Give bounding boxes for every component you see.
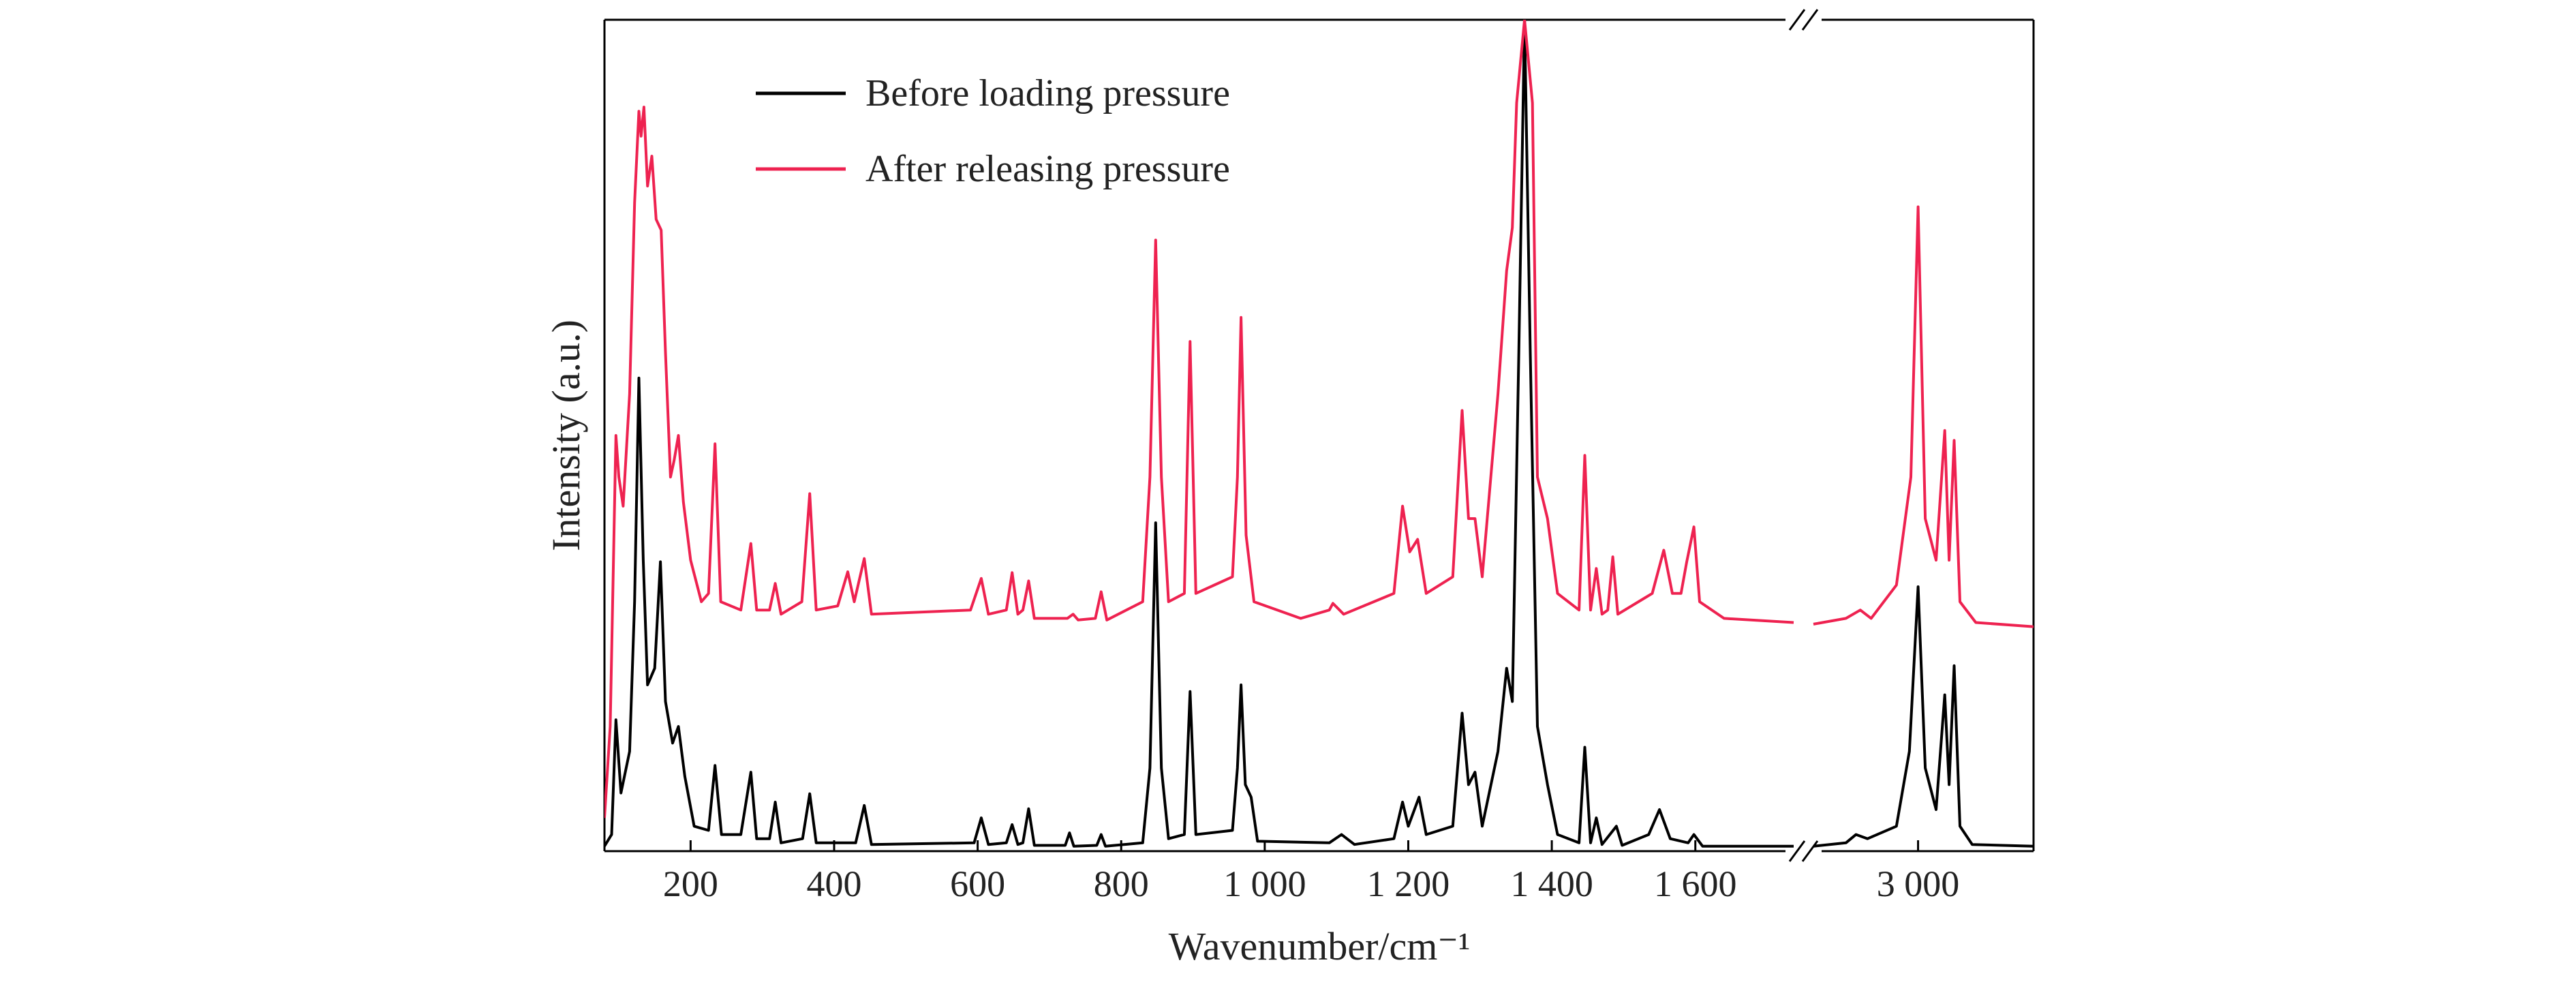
x-tick-label: 1 400 <box>1510 863 1593 904</box>
y-axis-title: Intensity (a.u.) <box>544 320 588 551</box>
legend-label: Before loading pressure <box>865 72 1230 114</box>
x-tick-label: 200 <box>663 863 718 904</box>
series-line <box>604 20 2034 818</box>
legend-label: After releasing pressure <box>865 148 1230 190</box>
x-tick-label: 400 <box>806 863 861 904</box>
x-tick-label: 1 000 <box>1223 863 1306 904</box>
series-line <box>604 20 2034 848</box>
x-tick-label: 1 200 <box>1367 863 1450 904</box>
frame <box>603 9 2035 862</box>
x-tick-label: 600 <box>950 863 1005 904</box>
axis-break <box>1788 840 1806 862</box>
x-tick-label: 800 <box>1094 863 1149 904</box>
axis-break <box>1801 9 1819 31</box>
plot-area <box>604 20 2034 848</box>
axis-break <box>1788 9 1806 31</box>
x-tick-label: 3 000 <box>1877 863 1960 904</box>
axis-break <box>1801 840 1819 862</box>
x-axis-title: Wavenumber/cm⁻¹ <box>1169 924 1471 968</box>
x-tick-label: 1 600 <box>1654 863 1737 904</box>
